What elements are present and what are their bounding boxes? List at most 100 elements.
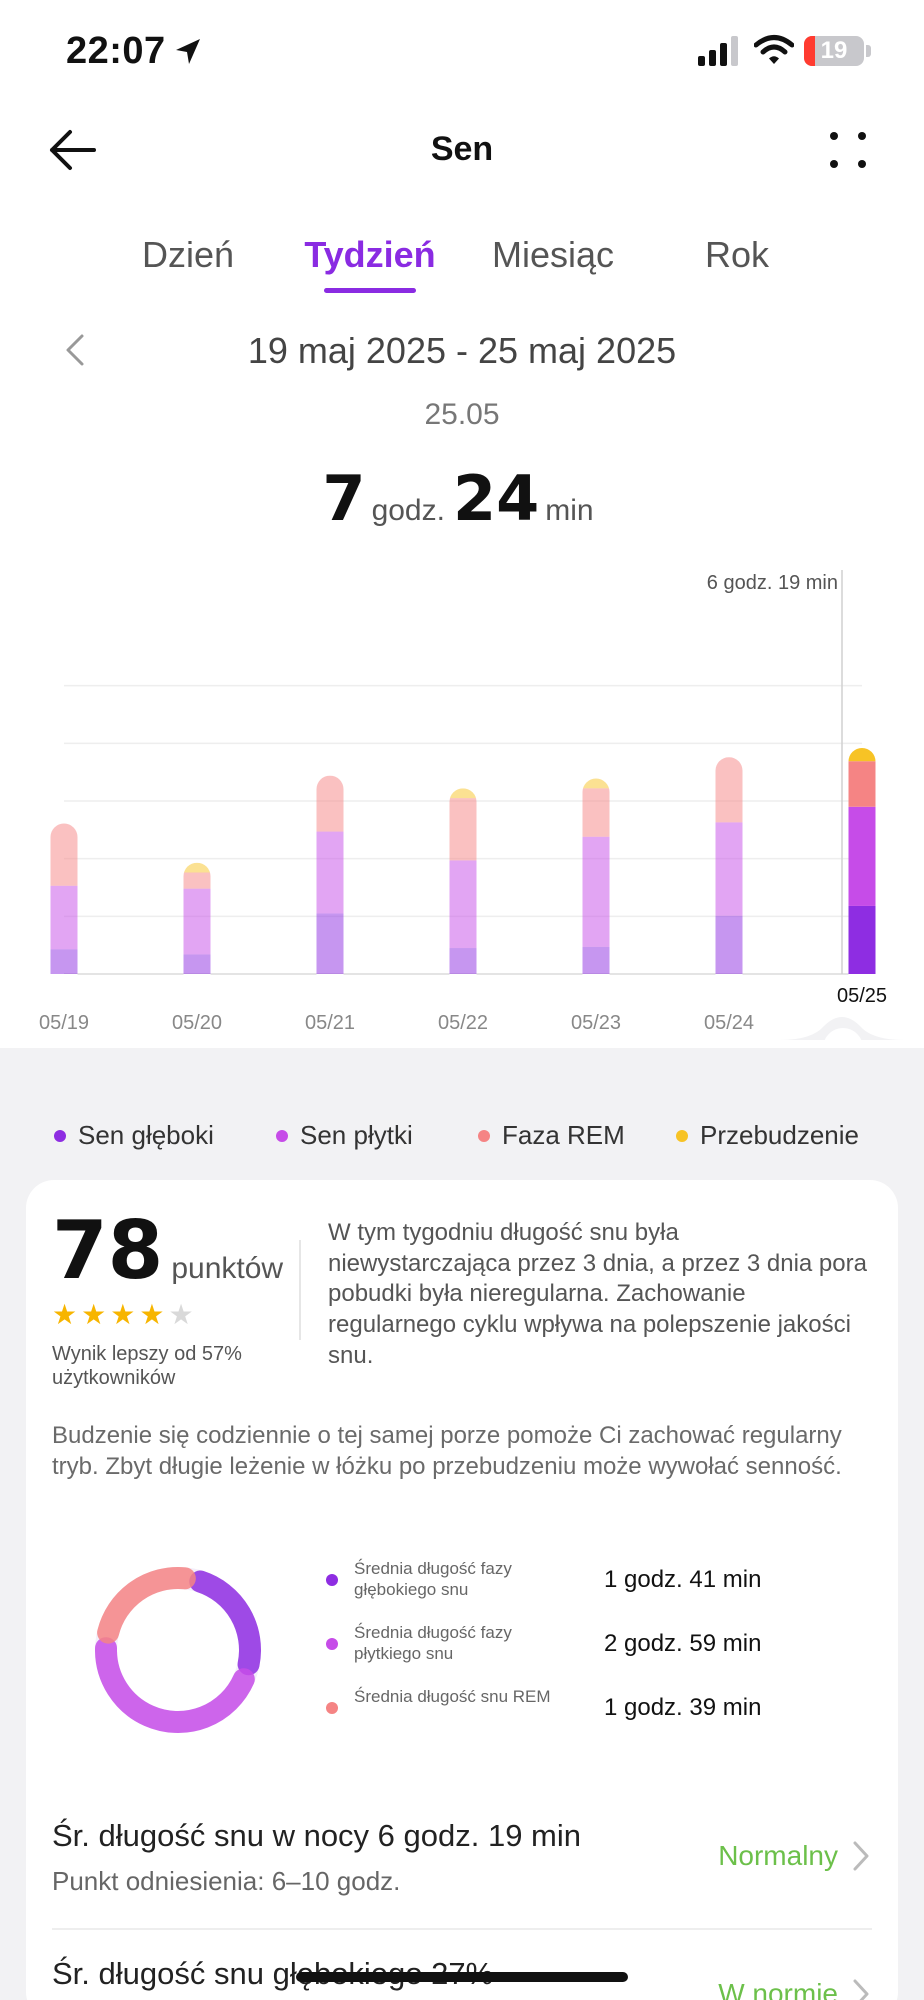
total-minutes-unit: min bbox=[545, 494, 594, 527]
chevron-right-icon[interactable] bbox=[850, 1838, 872, 1874]
avg-deep-dot bbox=[326, 1574, 338, 1586]
avg-light-value: 2 godz. 59 min bbox=[604, 1630, 762, 1657]
avg-rem-dot bbox=[326, 1702, 338, 1714]
legend-dot bbox=[676, 1129, 688, 1142]
x-tick-label: 05/22 bbox=[438, 1012, 488, 1034]
legend-item: Sen płytki bbox=[276, 1120, 413, 1151]
score-value: 78 bbox=[52, 1204, 164, 1297]
bar-segment bbox=[50, 823, 78, 886]
star-icon: ★ bbox=[139, 1299, 165, 1330]
sleep-phase-donut bbox=[95, 1567, 261, 1733]
battery-percent: 19 bbox=[820, 37, 848, 64]
legend-item: Sen głęboki bbox=[54, 1120, 214, 1151]
bar-05/24[interactable] bbox=[715, 757, 743, 994]
more-options-icon[interactable] bbox=[826, 128, 870, 172]
bar-segment bbox=[183, 862, 211, 873]
bar-segment bbox=[582, 788, 610, 837]
period-tabs: Dzień Tydzień Miesiąc Rok bbox=[0, 228, 924, 298]
legend-item: Faza REM bbox=[478, 1120, 625, 1151]
reference-row-night-duration[interactable]: Śr. długość snu w nocy 6 godz. 19 min Pu… bbox=[52, 1818, 872, 1897]
star-icon: ★ bbox=[110, 1299, 136, 1330]
bar-segment bbox=[449, 860, 477, 949]
score-divider bbox=[299, 1240, 301, 1340]
legend-label: Faza REM bbox=[502, 1120, 625, 1150]
sleep-advice: Budzenie się codziennie o tej samej porz… bbox=[52, 1422, 842, 1481]
bar-segment bbox=[582, 946, 610, 974]
star-icon: ★ bbox=[168, 1299, 194, 1330]
bar-05/22[interactable] bbox=[449, 788, 477, 994]
chart-legend: Sen głęboki Sen płytki Faza REM Przebudzeni… bbox=[0, 1120, 924, 1164]
total-hours-unit: godz. bbox=[371, 494, 445, 527]
battery-indicator: 19 bbox=[804, 36, 864, 66]
sleep-score-card: 78 punktów ★ ★ ★ ★ ★ Wynik lepszy od 57% użyt… bbox=[26, 1180, 898, 2000]
battery-fill bbox=[804, 36, 816, 66]
bar-segment bbox=[449, 948, 477, 974]
legend-dot bbox=[478, 1129, 490, 1142]
bar-segment bbox=[183, 888, 211, 955]
tab-year[interactable]: Rok bbox=[704, 234, 770, 275]
avg-deep-value: 1 godz. 41 min bbox=[604, 1566, 762, 1593]
avg-rem-value: 1 godz. 39 min bbox=[604, 1694, 762, 1721]
previous-period-chevron-icon[interactable] bbox=[58, 330, 94, 370]
bar-05/23[interactable] bbox=[582, 778, 610, 994]
legend-dot bbox=[276, 1129, 288, 1142]
x-tick-label: 05/25 bbox=[837, 985, 887, 1007]
bar-segment bbox=[50, 885, 78, 950]
bar-segment bbox=[50, 949, 78, 974]
chevron-right-icon[interactable] bbox=[850, 1976, 872, 2000]
legend-label: Przebudzenie bbox=[700, 1120, 859, 1150]
tab-week[interactable]: Tydzień bbox=[304, 234, 436, 275]
score: 78 punktów bbox=[52, 1204, 283, 1297]
bar-segment bbox=[848, 806, 876, 906]
bar-segment bbox=[715, 822, 743, 916]
bar-segment bbox=[848, 747, 876, 762]
battery-tip bbox=[866, 45, 871, 57]
legend-item: Przebudzenie bbox=[676, 1120, 859, 1151]
ref-night-title: Śr. długość snu w nocy 6 godz. 19 min bbox=[52, 1818, 582, 1853]
ref-deep-status[interactable]: W normie bbox=[718, 1978, 838, 2000]
total-hours: 7 bbox=[322, 462, 366, 535]
ref-night-subtitle: Punkt odniesienia: 6–10 godz. bbox=[52, 1866, 401, 1896]
wifi-icon bbox=[754, 35, 794, 64]
date-range: 19 maj 2025 - 25 maj 2025 bbox=[247, 330, 677, 371]
back-arrow-icon[interactable] bbox=[46, 126, 98, 174]
bar-segment bbox=[316, 775, 344, 832]
row-divider bbox=[52, 1928, 872, 1930]
status-bar: 22:07 19 bbox=[0, 0, 924, 100]
bar-segment bbox=[848, 761, 876, 807]
bar-05/25[interactable] bbox=[848, 747, 876, 994]
tab-month[interactable]: Miesiąc bbox=[491, 234, 615, 275]
score-comparison: Wynik lepszy od 57% użytkowników bbox=[52, 1343, 242, 1389]
nav-bar: Sen bbox=[0, 110, 924, 190]
x-tick-label: 05/21 bbox=[305, 1012, 355, 1034]
score-stars: ★ ★ ★ ★ ★ bbox=[52, 1298, 194, 1331]
legend-label: Sen płytki bbox=[300, 1120, 413, 1150]
active-tab-indicator bbox=[324, 288, 416, 293]
avg-light-label: Średnia długość fazy płytkiego snu bbox=[354, 1623, 512, 1664]
location-arrow-icon bbox=[176, 39, 200, 64]
tab-day[interactable]: Dzień bbox=[141, 234, 235, 275]
bar-segment bbox=[449, 798, 477, 861]
x-tick-label: 05/24 bbox=[704, 1012, 754, 1034]
x-tick-label: 05/20 bbox=[172, 1012, 222, 1034]
weekly-summary: W tym tygodniu długość snu była niewysta… bbox=[328, 1219, 867, 1369]
bar-05/20[interactable] bbox=[183, 862, 211, 994]
total-minutes: 24 bbox=[452, 462, 540, 535]
legend-dot bbox=[54, 1129, 66, 1142]
bar-05/21[interactable] bbox=[316, 775, 344, 994]
weekly-sleep-chart[interactable]: 05/19 05/20 05/21 05/22 05/23 05/24 05/25 6 god… bbox=[0, 560, 924, 1040]
bar-segment bbox=[715, 915, 743, 974]
ref-night-status[interactable]: Normalny bbox=[718, 1840, 838, 1871]
x-tick-label: 05/19 bbox=[39, 1012, 89, 1034]
bar-segment bbox=[449, 788, 477, 799]
avg-light-dot bbox=[326, 1638, 338, 1650]
bar-segment bbox=[316, 913, 344, 974]
avg-rem-label: Średnia długość snu REM bbox=[354, 1687, 551, 1706]
total-sleep-duration: 7 godz. 24 min bbox=[0, 462, 924, 535]
chart-scroll-handle[interactable] bbox=[823, 1028, 863, 1040]
bar-05/19[interactable] bbox=[50, 823, 78, 994]
home-indicator[interactable] bbox=[296, 1972, 628, 1982]
bar-segment bbox=[715, 757, 743, 823]
cellular-signal-icon bbox=[698, 36, 738, 66]
bar-segment bbox=[582, 836, 610, 947]
